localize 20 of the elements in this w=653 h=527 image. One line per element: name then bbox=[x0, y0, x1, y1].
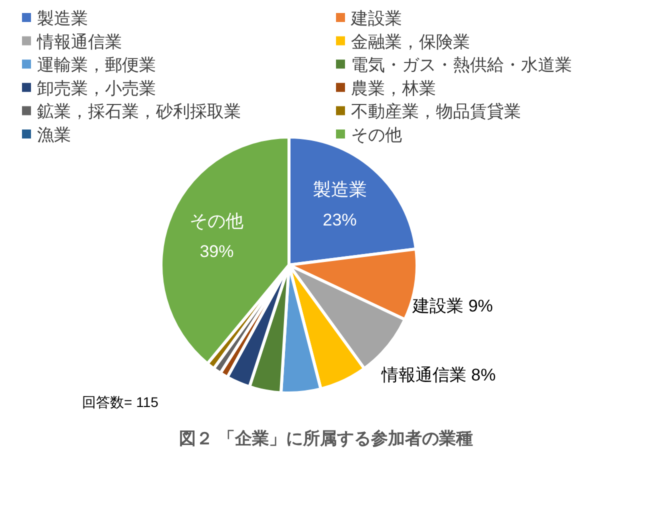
legend-label: 卸売業，小売業 bbox=[37, 78, 156, 98]
legend-label: 情報通信業 bbox=[36, 32, 122, 52]
text: 回答数= 115 bbox=[82, 394, 159, 410]
slice-label: 製造業 bbox=[312, 179, 367, 200]
category-label: 建設業 9% bbox=[412, 296, 493, 316]
legend-label: 漁業 bbox=[37, 126, 71, 144]
slice-label: その他 bbox=[190, 210, 244, 231]
legend-label: 製造業 bbox=[37, 9, 88, 28]
data-label: 23% bbox=[322, 210, 357, 230]
legend-label: その他 bbox=[351, 126, 402, 144]
legend-label: 不動産業，物品賃貸業 bbox=[351, 102, 521, 122]
category-label: 情報通信業 8% bbox=[381, 365, 496, 384]
text: 図２ 「企業」に所属する参加者の業種 bbox=[179, 429, 473, 448]
legend-label: 建設業 bbox=[350, 9, 402, 28]
data-label: 39% bbox=[200, 242, 234, 261]
legend-label: 運輸業，郵便業 bbox=[37, 56, 156, 75]
legend-label: 農業，林業 bbox=[351, 78, 436, 98]
legend-label: 鉱業，採石業，砂利採取業 bbox=[37, 102, 241, 122]
legend-label: 電気・ガス・熱供給・水道業 bbox=[351, 56, 572, 75]
legend-label: 金融業，保険業 bbox=[351, 32, 470, 52]
